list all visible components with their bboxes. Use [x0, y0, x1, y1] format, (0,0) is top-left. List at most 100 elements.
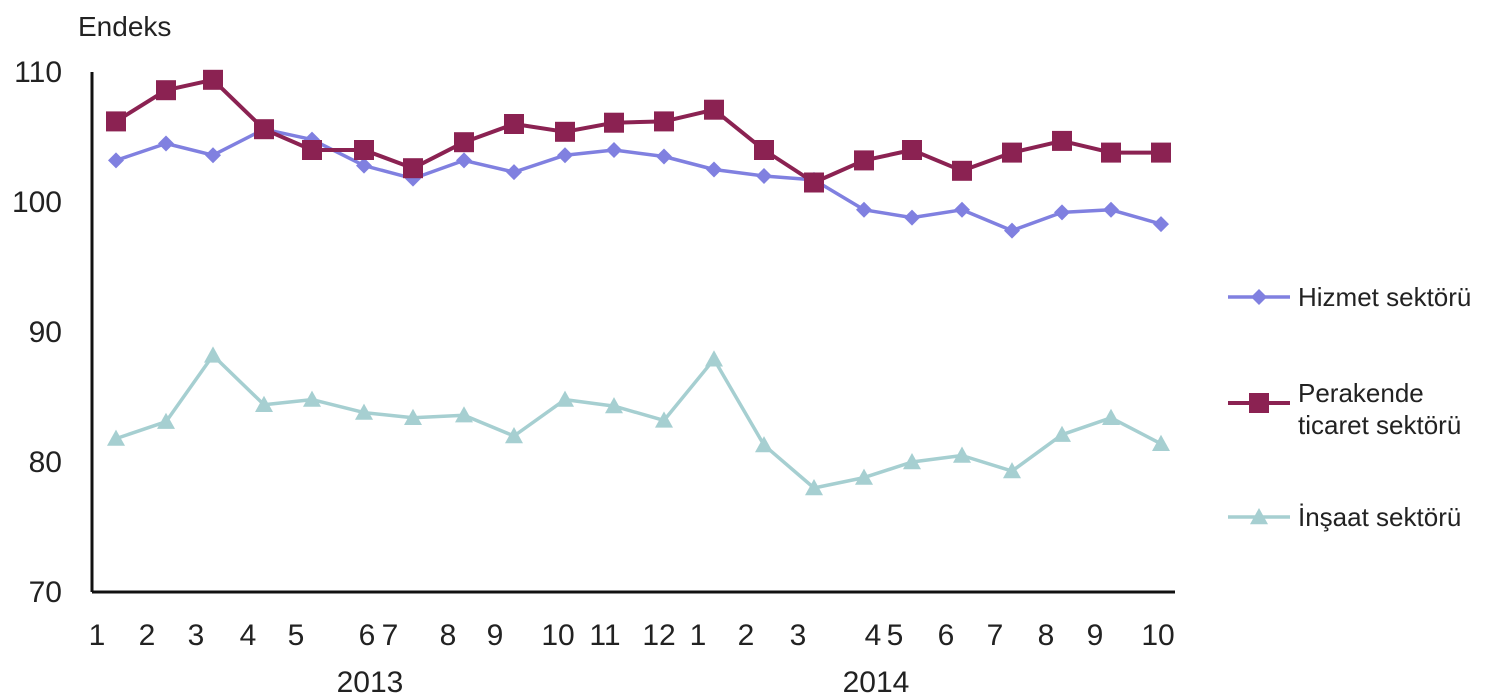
data-point	[205, 147, 221, 164]
data-point	[355, 403, 373, 420]
x-tick-label: 1	[690, 619, 707, 652]
data-point	[805, 479, 823, 496]
data-point	[804, 172, 824, 193]
data-point	[556, 390, 574, 407]
x-tick-label: 3	[188, 619, 205, 652]
data-point	[302, 140, 322, 160]
x-tick-label: 4	[865, 619, 882, 652]
data-point	[1004, 222, 1020, 239]
y-tick-label: 80	[29, 446, 62, 479]
series-2	[107, 346, 1170, 496]
data-point	[855, 468, 873, 485]
data-point	[756, 168, 772, 184]
x-tick-label: 3	[790, 619, 807, 652]
legend: Hizmet sektörü Perakende ticaret sektörü İn…	[1228, 282, 1471, 532]
data-point	[557, 147, 573, 164]
data-point	[506, 164, 522, 181]
data-point	[1152, 434, 1170, 451]
data-point	[505, 427, 523, 444]
year-labels: 2013 2014	[337, 666, 910, 699]
data-point	[1251, 289, 1267, 305]
data-point	[454, 132, 474, 153]
x-tick-label: 5	[887, 619, 904, 652]
data-point	[856, 201, 872, 218]
legend-label: Perakende ticaret sektörü	[1298, 378, 1461, 440]
data-point	[953, 446, 971, 463]
x-tick-label: 10	[541, 619, 574, 652]
year-label: 2013	[337, 666, 404, 699]
data-point	[705, 350, 723, 367]
y-tick-label: 100	[12, 186, 62, 219]
series-line	[114, 77, 1161, 185]
data-point	[903, 453, 921, 470]
x-tick-label: 7	[987, 619, 1004, 652]
x-tick-label: 9	[487, 619, 504, 652]
data-point	[156, 80, 176, 101]
x-tick-label: 2	[139, 619, 156, 652]
data-point	[902, 140, 922, 160]
data-point	[754, 140, 774, 160]
x-tick-labels: 1 2 3 4 5 6 7 8 9 10 11 12 1 2 3 4 5 6 7 8 9 10	[89, 619, 1175, 652]
data-point	[704, 99, 724, 120]
data-point	[504, 114, 524, 134]
data-point	[157, 412, 175, 429]
series-1	[106, 69, 1171, 193]
data-point	[954, 201, 970, 218]
data-point	[158, 135, 174, 152]
x-tick-label: 10	[1141, 619, 1174, 652]
data-point	[1101, 142, 1121, 163]
data-point	[952, 160, 972, 181]
y-tick-label: 70	[29, 576, 62, 609]
data-point	[107, 429, 125, 446]
y-tick-label: 90	[29, 316, 62, 349]
data-point	[356, 157, 372, 174]
data-point	[455, 406, 473, 423]
x-tick-label: 11	[589, 619, 620, 652]
x-tick-label: 6	[359, 619, 376, 652]
x-tick-label: 8	[1038, 619, 1055, 652]
data-point	[255, 395, 273, 412]
year-label: 2014	[843, 666, 910, 699]
data-point	[854, 150, 874, 171]
data-point	[555, 121, 575, 142]
x-tick-label: 8	[440, 619, 457, 652]
y-axis-label: Endeks	[78, 11, 171, 42]
data-point	[254, 119, 274, 140]
data-point	[108, 152, 124, 169]
data-point	[654, 111, 674, 132]
data-point	[1103, 201, 1119, 218]
data-point	[203, 69, 223, 90]
series-line	[115, 353, 1162, 490]
data-point	[354, 140, 374, 160]
data-point	[755, 436, 773, 453]
data-point	[404, 408, 422, 425]
data-point	[606, 142, 622, 158]
data-point	[656, 148, 672, 165]
x-tick-label: 7	[382, 619, 399, 652]
x-tick-label: 6	[938, 619, 955, 652]
data-point	[1054, 204, 1070, 221]
data-point	[1052, 130, 1072, 151]
y-tick-label: 110	[14, 56, 62, 89]
y-tick-labels: 70 80 90 100 110	[12, 56, 62, 609]
data-point	[1250, 508, 1268, 525]
x-tick-label: 12	[642, 619, 675, 652]
data-point	[904, 209, 920, 226]
data-point	[1002, 142, 1022, 163]
series-line	[115, 127, 1162, 233]
x-tick-label: 9	[1087, 619, 1104, 652]
series-lines	[106, 69, 1171, 496]
data-point	[1003, 462, 1021, 479]
data-point	[1151, 142, 1171, 163]
data-point	[706, 161, 722, 178]
data-point	[403, 158, 423, 179]
data-point	[655, 411, 673, 428]
legend-label: Hizmet sektörü	[1298, 282, 1471, 312]
data-point	[1249, 393, 1269, 413]
data-point	[1102, 408, 1120, 425]
data-point	[604, 112, 624, 133]
legend-label: İnşaat sektörü	[1298, 502, 1461, 532]
data-point	[456, 152, 472, 169]
x-tick-label: 4	[240, 619, 257, 652]
data-point	[1053, 425, 1071, 442]
